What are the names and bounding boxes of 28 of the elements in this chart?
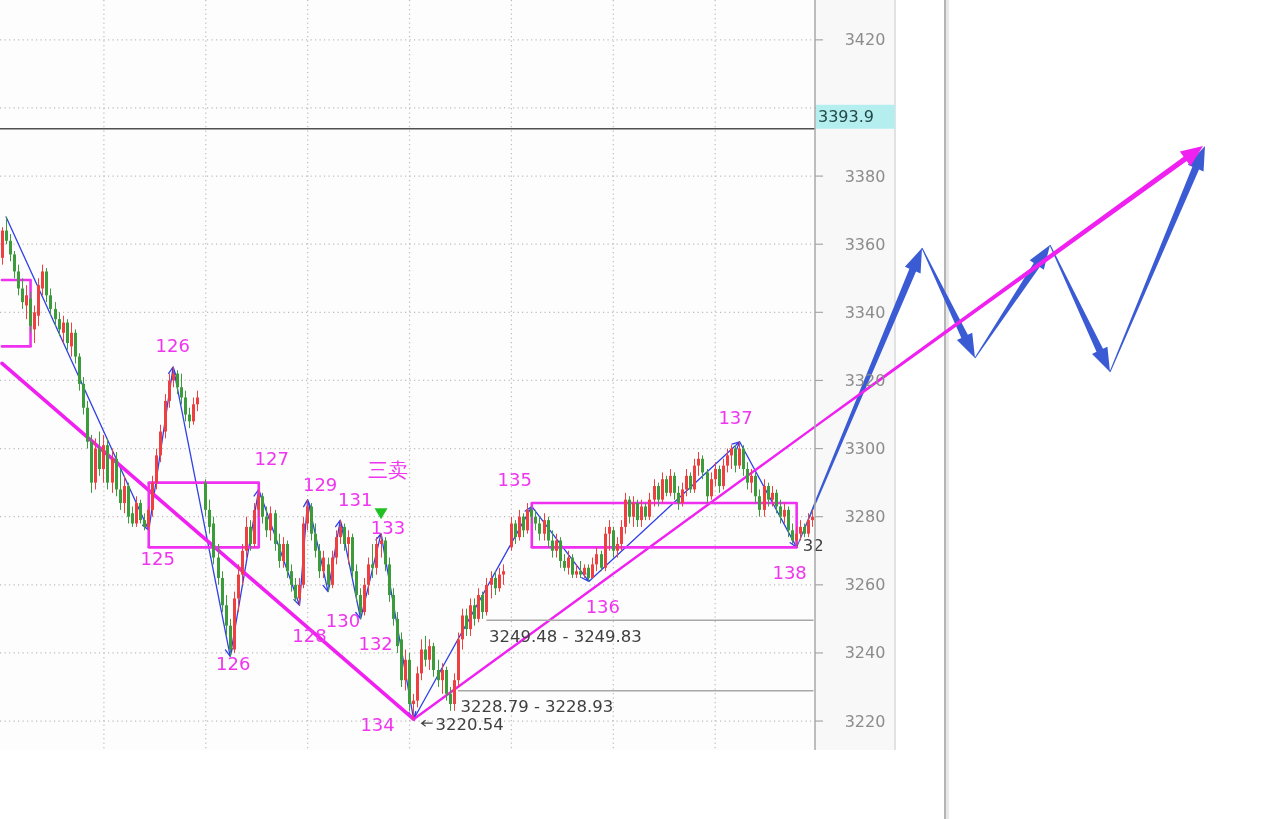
- y-tick-label: 3380: [844, 166, 886, 186]
- y-tick-label: 3220: [844, 711, 886, 731]
- y-tick-label: 3240: [844, 643, 886, 663]
- annotation: 126: [216, 652, 251, 674]
- annotation: 136: [585, 595, 621, 617]
- annotation: 126: [155, 335, 190, 357]
- annotation: 134: [360, 713, 395, 735]
- annotation: 3228.79 - 3228.93: [460, 697, 614, 717]
- annotation: 32: [802, 535, 824, 555]
- y-tick-label: 3260: [844, 575, 886, 595]
- y-tick-label: 3340: [844, 302, 886, 322]
- annotation: 138: [772, 561, 807, 583]
- annotation: 133: [370, 517, 406, 539]
- annotation: 137: [718, 407, 753, 429]
- y-tick-label: 3280: [844, 507, 886, 527]
- annotation: 131: [338, 488, 373, 510]
- annotation: 129: [302, 474, 338, 496]
- annotation: 125: [140, 547, 175, 569]
- annotation: 3220.54: [435, 714, 504, 734]
- annotation: 三卖: [368, 458, 409, 483]
- ref-line-label: 3393.9: [818, 107, 874, 127]
- y-tick-label: 3420: [844, 30, 886, 50]
- annotation: 135: [497, 468, 532, 490]
- annotation: 130: [325, 610, 361, 632]
- y-tick-label: 3300: [844, 439, 886, 459]
- annotation: 132: [358, 633, 393, 655]
- y-tick-label: 3360: [844, 234, 886, 254]
- annotation: 127: [254, 447, 289, 469]
